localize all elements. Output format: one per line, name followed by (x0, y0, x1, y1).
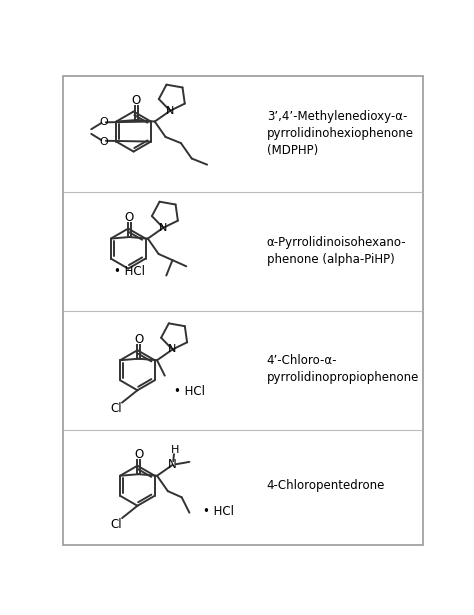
Text: Cl: Cl (110, 402, 122, 415)
Text: H: H (171, 445, 179, 455)
Text: O: O (132, 94, 141, 107)
Text: N: N (168, 344, 177, 354)
Text: α-Pyrrolidinoisohexano-
phenone (alpha-PiHP): α-Pyrrolidinoisohexano- phenone (alpha-P… (267, 236, 406, 266)
Text: N: N (159, 223, 167, 233)
Text: 4-Chloropentedrone: 4-Chloropentedrone (267, 479, 385, 492)
Text: N: N (166, 106, 174, 116)
Text: N: N (168, 458, 177, 472)
Text: Cl: Cl (110, 518, 122, 531)
Text: O: O (99, 116, 108, 127)
Text: 4’-Chloro-α-
pyrrolidinopropiophenone: 4’-Chloro-α- pyrrolidinopropiophenone (267, 354, 419, 384)
Text: O: O (99, 137, 108, 146)
Text: • HCl: • HCl (114, 265, 146, 278)
Text: • HCl: • HCl (174, 386, 205, 399)
Text: 3’,4’-Methylenedioxy-α-
pyrrolidinohexiophenone
(MDPHP): 3’,4’-Methylenedioxy-α- pyrrolidinohexio… (267, 109, 414, 157)
Text: O: O (134, 448, 143, 461)
Text: • HCl: • HCl (203, 506, 234, 518)
Text: O: O (125, 212, 134, 224)
Text: O: O (134, 333, 143, 346)
